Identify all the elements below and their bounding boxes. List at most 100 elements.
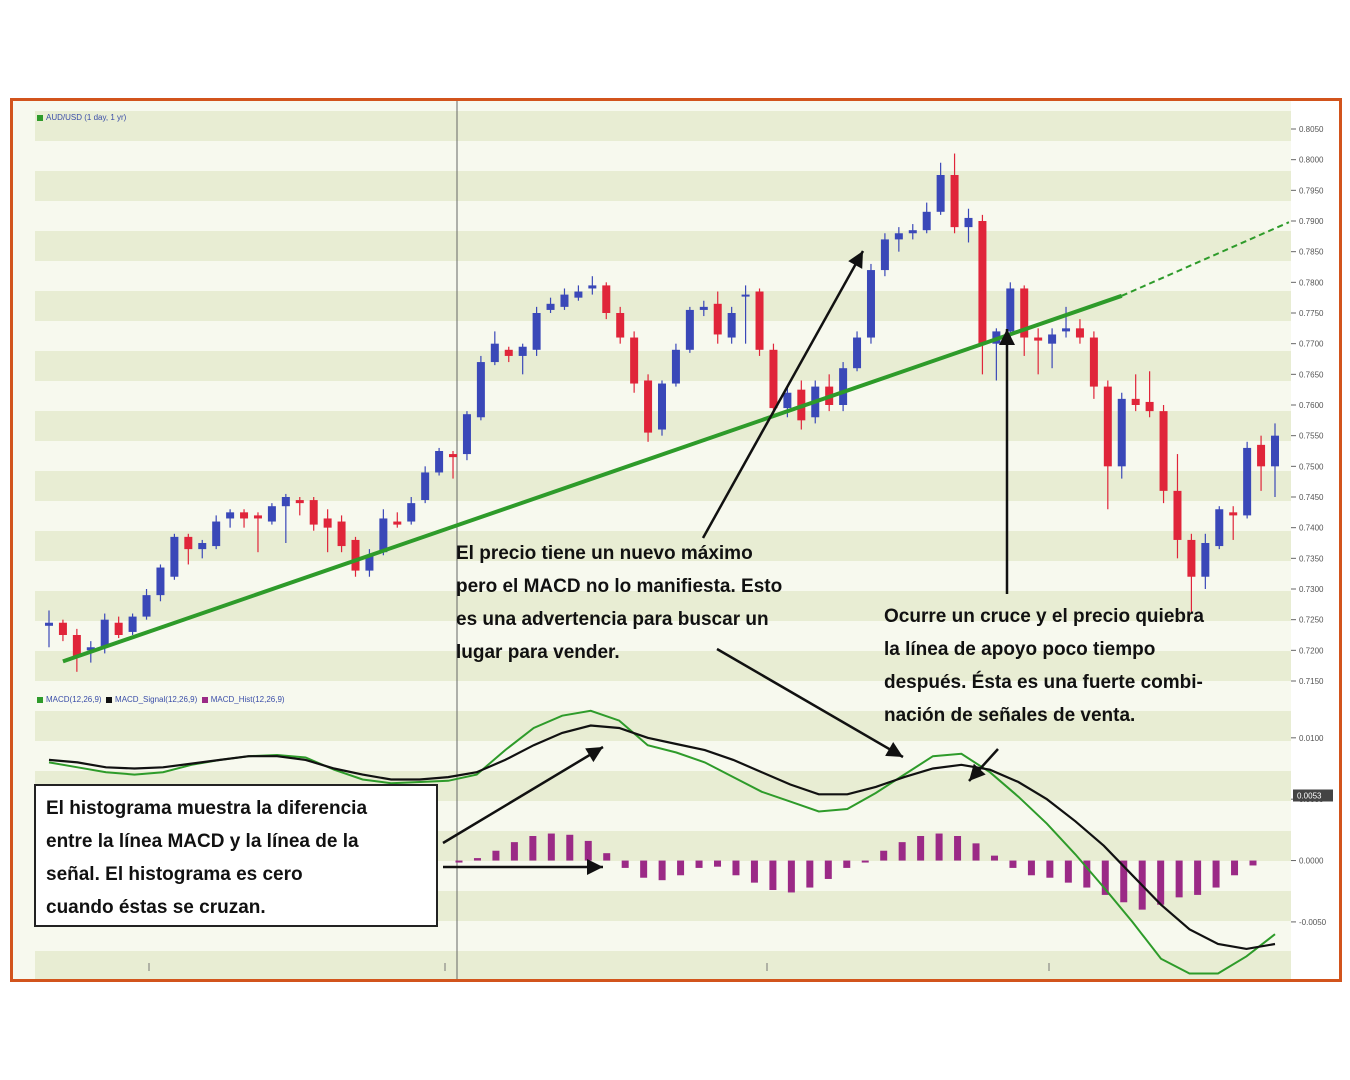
macd-y-tick-label: 0.0100 bbox=[1299, 734, 1324, 743]
candle-up bbox=[1201, 543, 1210, 577]
macd-hist-bar bbox=[1120, 860, 1128, 903]
macd-hist-bar bbox=[621, 860, 629, 868]
macd-hist-bar bbox=[714, 860, 722, 867]
price-y-tick-label: 0.7850 bbox=[1299, 248, 1324, 257]
candle-down bbox=[337, 521, 346, 547]
price-y-tick-label: 0.7750 bbox=[1299, 309, 1324, 318]
candle-down bbox=[114, 622, 123, 635]
candle-up bbox=[574, 291, 583, 298]
candle-up bbox=[86, 647, 95, 651]
candle-up bbox=[281, 497, 290, 507]
price-y-tick-label: 0.7500 bbox=[1299, 462, 1324, 471]
macd-hist-bar bbox=[1064, 860, 1072, 883]
price-y-tick-label: 0.7950 bbox=[1299, 186, 1324, 195]
grid-stripe bbox=[35, 171, 1291, 201]
macd-y-tick-label: -0.0050 bbox=[1299, 918, 1327, 927]
candle-up bbox=[156, 567, 165, 596]
price-y-tick-label: 0.7300 bbox=[1299, 585, 1324, 594]
support-line-projection bbox=[1121, 221, 1290, 297]
macd-hist-bar bbox=[769, 860, 777, 890]
candle-down bbox=[1173, 490, 1182, 540]
macd-hist-bar bbox=[787, 860, 795, 893]
macd-hist-bar bbox=[1231, 860, 1239, 876]
macd-hist-bar bbox=[510, 842, 518, 861]
candle-down bbox=[1020, 288, 1029, 338]
candle-up bbox=[783, 392, 792, 409]
candle-up bbox=[462, 414, 471, 455]
candle-up bbox=[671, 349, 680, 384]
candle-up bbox=[1048, 334, 1057, 344]
macd-hist-bar bbox=[1009, 860, 1017, 868]
grid-stripe bbox=[35, 111, 1291, 141]
candle-up bbox=[226, 512, 235, 519]
macd-hist-bar bbox=[861, 860, 869, 863]
macd-hist-bar bbox=[492, 850, 500, 861]
macd-hist-bar bbox=[990, 855, 998, 861]
candle-up bbox=[727, 313, 736, 338]
candle-down bbox=[1103, 386, 1112, 467]
support-line bbox=[62, 293, 1123, 664]
grid-stripe bbox=[35, 291, 1291, 321]
grid-stripe bbox=[35, 711, 1291, 741]
candle-down bbox=[602, 285, 611, 313]
candle-up bbox=[476, 362, 485, 418]
candle-up bbox=[128, 616, 137, 632]
candle-down bbox=[72, 635, 81, 657]
candle-up bbox=[379, 518, 388, 553]
candle-up bbox=[1243, 447, 1252, 516]
price-y-tick-label: 0.8000 bbox=[1299, 156, 1324, 165]
candle-up bbox=[908, 230, 917, 234]
candle-down bbox=[1145, 401, 1154, 412]
grid-stripe bbox=[35, 231, 1291, 261]
legend-signal: MACD_Signal(12,26,9) bbox=[115, 695, 198, 704]
candle-up bbox=[435, 451, 444, 473]
macd-hist-bar bbox=[677, 860, 685, 876]
candle-down bbox=[769, 349, 778, 409]
candle-down bbox=[449, 454, 458, 458]
candle-down bbox=[1229, 512, 1238, 516]
candle-down bbox=[1034, 337, 1043, 341]
grid-stripe bbox=[35, 471, 1291, 501]
candle-up bbox=[490, 343, 499, 363]
macd-hist-bar bbox=[1101, 860, 1109, 895]
price-y-tick-label: 0.7650 bbox=[1299, 370, 1324, 379]
candle-up bbox=[866, 270, 875, 338]
arrow-crossover-price-head bbox=[999, 329, 1015, 345]
grid-stripe bbox=[35, 351, 1291, 381]
macd-hist-bar bbox=[1157, 860, 1165, 905]
arrow-crossover-macd-head bbox=[969, 763, 986, 781]
arrow-macd-peak bbox=[716, 647, 904, 759]
price-y-tick-label: 0.7150 bbox=[1299, 677, 1324, 686]
candle-up bbox=[839, 368, 848, 405]
candle-down bbox=[644, 380, 653, 433]
price-title: AUD/USD (1 day, 1 yr) bbox=[46, 113, 127, 122]
macd-hist-bar bbox=[917, 836, 925, 861]
arrow-box-macd bbox=[442, 745, 604, 845]
candle-up bbox=[365, 555, 374, 571]
candle-down bbox=[630, 337, 639, 384]
macd-hist-bar bbox=[695, 860, 703, 868]
price-y-tick-label: 0.7700 bbox=[1299, 340, 1324, 349]
macd-hist-bar bbox=[732, 860, 740, 876]
grid-stripe bbox=[35, 531, 1291, 561]
signal-line bbox=[48, 724, 1276, 951]
candle-up bbox=[1271, 435, 1279, 467]
candle-up bbox=[880, 239, 889, 271]
candle-down bbox=[309, 500, 318, 525]
y-axis-panel bbox=[1291, 101, 1339, 979]
macd-hist-bar bbox=[547, 833, 555, 861]
candle-up bbox=[267, 506, 276, 522]
candle-down bbox=[504, 349, 513, 356]
candle-down bbox=[1257, 444, 1266, 467]
macd-hist-bar bbox=[640, 860, 648, 878]
macd-hist-bar bbox=[806, 860, 814, 888]
candle-down bbox=[1159, 411, 1168, 491]
candle-down bbox=[351, 539, 360, 571]
candle-up bbox=[1062, 328, 1071, 332]
candle-up bbox=[1117, 398, 1126, 467]
macd-hist-bar bbox=[473, 858, 481, 861]
candle-down bbox=[950, 175, 959, 228]
candle-up bbox=[100, 619, 109, 648]
grid-stripe bbox=[35, 651, 1291, 681]
macd-hist-bar bbox=[1212, 860, 1220, 888]
